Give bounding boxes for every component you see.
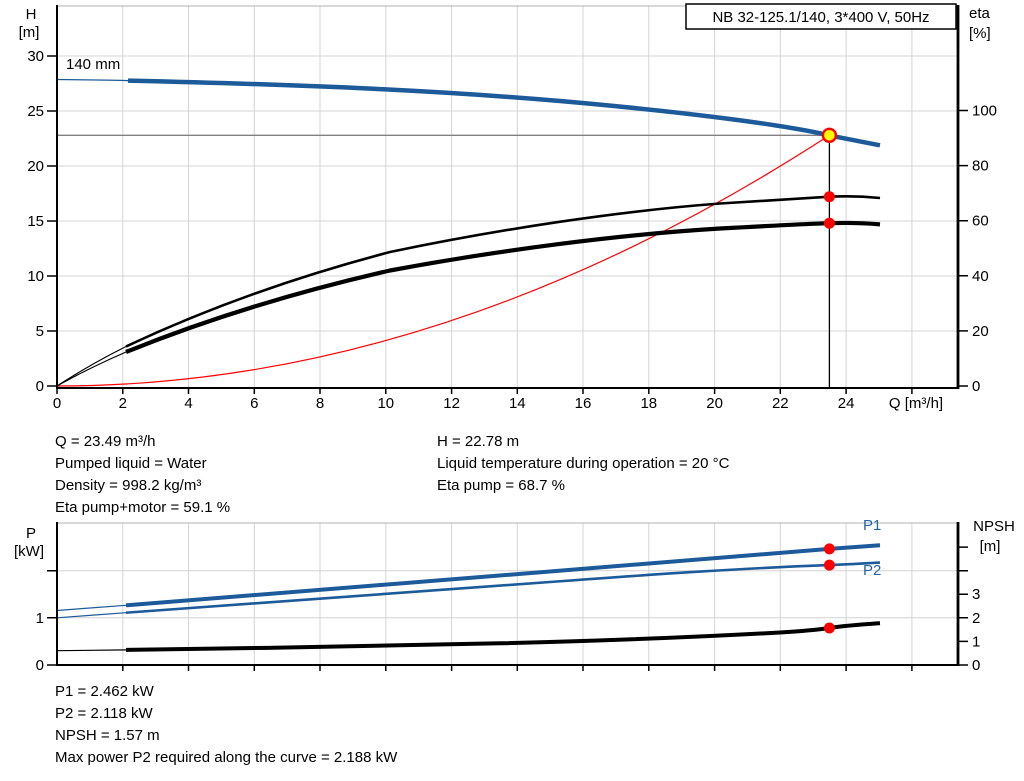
- duty-eta-pump-marker: [823, 191, 835, 203]
- npsh-curve-lead: [56, 649, 127, 652]
- y-left-tick-label: 25: [27, 103, 44, 120]
- y-right-ticks: [958, 546, 968, 666]
- info-line: Pumped liquid = Water: [55, 455, 207, 472]
- y-right-tick-label: 0: [972, 657, 980, 674]
- y-left-tick-label: 20: [27, 158, 44, 175]
- info-line: P2 = 2.118 kW: [55, 705, 153, 722]
- x-tick-label: 2: [119, 395, 127, 412]
- y-right-tick-label: 100: [972, 103, 997, 120]
- info-line: Max power P2 required along the curve = …: [55, 749, 398, 766]
- duty-eta-pump-motor-marker: [823, 217, 835, 229]
- y-right-tick-label: 1: [972, 633, 980, 650]
- duty-p1-marker: [823, 543, 835, 555]
- info-line: Liquid temperature during operation = 20…: [437, 455, 730, 472]
- x-tick-label: 22: [772, 395, 789, 412]
- y-left-tick-label: 15: [27, 213, 44, 230]
- y-left-tick-label: 1: [36, 610, 44, 627]
- eta-pump-motor-curve-lead: [56, 351, 127, 387]
- y-left-tick-label: 0: [36, 378, 44, 395]
- x-axis-title: Q [m³/h]: [889, 395, 943, 412]
- info-line: Eta pump+motor = 59.1 %: [55, 499, 231, 516]
- y-left-tick-label: 10: [27, 268, 44, 285]
- info-line: Q = 23.49 m³/h: [55, 433, 156, 450]
- y-left-ticks: [47, 569, 57, 666]
- x-tick-label: 0: [53, 395, 61, 412]
- y-right-tick-label: 3: [972, 586, 980, 603]
- x-tick-label: 8: [316, 395, 324, 412]
- x-tick-label: 12: [443, 395, 460, 412]
- x-tick-label: 14: [509, 395, 526, 412]
- p1-curve-label: P1: [863, 517, 881, 534]
- x-tick-label: 6: [250, 395, 258, 412]
- head-efficiency-chart: H [m] eta [%] 30 25 20 15 10 5 0 100 80 …: [19, 3, 997, 412]
- info-line: NPSH = 1.57 m: [55, 727, 160, 744]
- y-left-tick-label: 30: [27, 48, 44, 65]
- impeller-size-label: 140 mm: [66, 56, 120, 73]
- info-line: H = 22.78 m: [437, 433, 520, 450]
- p2-curve-label: P2: [863, 562, 881, 579]
- p2-curve-lead: [56, 612, 127, 619]
- y-right-tick-label: 2: [972, 610, 980, 627]
- y-right-ticks: [958, 109, 968, 387]
- y-right-axis-unit: [m]: [980, 538, 1001, 555]
- y-left-axis-unit: [kW]: [14, 543, 44, 560]
- duty-p2-marker: [823, 559, 835, 571]
- x-ticks: [122, 665, 913, 671]
- head-curve-lead: [56, 78, 129, 82]
- x-tick-label: 20: [706, 395, 723, 412]
- y-right-axis-unit: [%]: [969, 25, 991, 42]
- y-left-axis-title: H: [26, 6, 37, 23]
- info-line: Density = 998.2 kg/m³: [55, 477, 202, 494]
- y-left-tick-label: 0: [36, 657, 44, 674]
- x-tick-label: 16: [575, 395, 592, 412]
- power-info: P1 = 2.462 kW P2 = 2.118 kW NPSH = 1.57 …: [55, 681, 397, 769]
- info-line: P1 = 2.462 kW: [55, 683, 154, 700]
- x-tick-label: 18: [640, 395, 657, 412]
- y-left-axis-title: P: [26, 525, 36, 542]
- horizontal-gridlines: [57, 570, 958, 619]
- pump-title-box: [685, 3, 957, 30]
- y-right-tick-label: 60: [972, 213, 989, 230]
- pump-title: NB 32-125.1/140, 3*400 V, 50Hz: [712, 9, 929, 26]
- duty-parabola-curve: [56, 134, 830, 387]
- duty-info-left: Q = 23.49 m³/h Pumped liquid = Water Den…: [55, 431, 230, 519]
- y-right-tick-label: 40: [972, 268, 989, 285]
- x-tick-label: 24: [838, 395, 855, 412]
- y-left-ticks: [47, 55, 57, 387]
- x-ticks: [56, 388, 913, 394]
- x-tick-label: 10: [377, 395, 394, 412]
- x-tick-label: 4: [184, 395, 192, 412]
- duty-point-marker: [821, 127, 838, 144]
- y-right-axis-title: eta: [969, 5, 991, 22]
- y-right-tick-label: 20: [972, 323, 989, 340]
- y-right-tick-label: 80: [972, 158, 989, 175]
- y-right-axis-title: NPSH: [973, 518, 1015, 535]
- power-npsh-chart: P1 P2 P [kW] NPSH [m] 1 0 3 2 1 0: [14, 517, 1015, 674]
- y-right-tick-label: 0: [972, 378, 980, 395]
- p1-curve-lead: [56, 604, 127, 612]
- duty-info-right: H = 22.78 m Liquid temperature during op…: [437, 431, 729, 497]
- info-line: Eta pump = 68.7 %: [437, 477, 565, 494]
- duty-npsh-marker: [823, 622, 835, 634]
- y-left-tick-label: 5: [36, 323, 44, 340]
- horizontal-gridlines: [57, 55, 958, 332]
- y-left-axis-unit: [m]: [19, 24, 40, 41]
